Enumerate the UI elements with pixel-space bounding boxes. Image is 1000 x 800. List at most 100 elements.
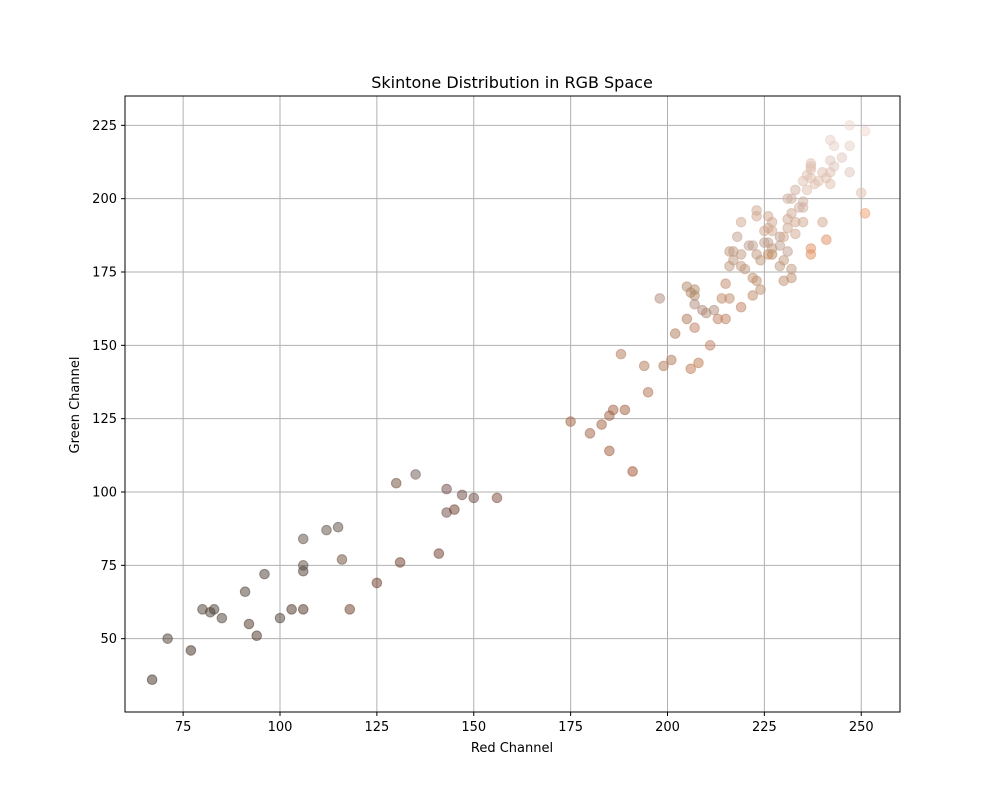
scatter-point xyxy=(786,208,797,219)
scatter-point xyxy=(251,630,263,642)
scatter-point xyxy=(259,568,270,580)
y-axis-ticks: 50 75 100 125 150 175 200 225 xyxy=(92,119,125,647)
scatter-point xyxy=(584,428,596,439)
scatter-point xyxy=(208,604,220,615)
scatter-point xyxy=(693,357,704,369)
y-tick-label: 150 xyxy=(92,339,117,354)
data-points xyxy=(146,120,871,686)
scatter-point xyxy=(755,254,766,266)
scatter-point xyxy=(332,521,344,533)
y-axis-label: Green Channel xyxy=(68,357,83,454)
x-tick-label: 200 xyxy=(655,720,680,735)
y-tick-label: 225 xyxy=(92,119,117,134)
scatter-point xyxy=(286,604,297,615)
x-tick-label: 125 xyxy=(364,720,389,735)
scatter-point xyxy=(735,301,747,313)
scatter-point xyxy=(747,240,759,251)
scatter-point xyxy=(724,293,735,304)
scatter-point xyxy=(627,466,638,477)
scatter-point xyxy=(797,216,809,228)
x-tick-label: 100 xyxy=(268,720,293,735)
x-tick-label: 225 xyxy=(752,720,777,735)
scatter-point xyxy=(821,234,832,246)
scatter-point xyxy=(801,184,813,196)
scatter-point xyxy=(321,524,332,536)
scatter-point xyxy=(747,290,759,301)
scatter-point xyxy=(755,284,766,295)
scatter-point xyxy=(344,604,356,615)
scatter-point xyxy=(297,533,309,545)
scatter-point xyxy=(786,193,797,204)
x-tick-label: 150 xyxy=(461,720,486,735)
scatter-point xyxy=(708,304,720,316)
scatter-point xyxy=(778,254,790,266)
x-tick-label: 175 xyxy=(558,720,583,735)
scatter-point xyxy=(596,419,607,430)
scatter-point xyxy=(491,492,503,504)
y-tick-label: 125 xyxy=(92,412,117,427)
scatter-point xyxy=(336,554,348,565)
scatter-point xyxy=(654,293,666,304)
scatter-point xyxy=(297,604,309,615)
scatter-point xyxy=(704,340,716,351)
scatter-point xyxy=(410,469,421,480)
scatter-point xyxy=(619,404,631,416)
scatter-point xyxy=(390,477,402,489)
scatter-point xyxy=(394,557,406,568)
y-tick-label: 100 xyxy=(92,486,117,501)
y-tick-label: 50 xyxy=(100,632,117,647)
scatter-point xyxy=(607,404,619,416)
scatter-point xyxy=(720,278,731,290)
scatter-point xyxy=(844,120,855,131)
scatter-point xyxy=(468,492,480,504)
plot-frame xyxy=(124,95,901,713)
scatter-point xyxy=(844,140,855,152)
scatter-point xyxy=(685,363,697,375)
scatter-point xyxy=(824,178,836,190)
scatter-point xyxy=(162,633,173,644)
scatter-point xyxy=(751,275,762,287)
scatter-point xyxy=(720,313,731,325)
scatter-point xyxy=(782,246,793,257)
scatter-point xyxy=(828,140,840,152)
scatter-point xyxy=(666,354,677,366)
scatter-point xyxy=(731,231,743,243)
scatter-point xyxy=(689,284,700,295)
scatter-point xyxy=(844,166,855,178)
x-axis-ticks: 75 100 125 150 175 200 225 250 xyxy=(175,712,874,735)
chart-title: Skintone Distribution in RGB Space xyxy=(371,73,653,92)
scatter-point xyxy=(243,618,255,630)
x-tick-label: 250 xyxy=(849,720,874,735)
scatter-point xyxy=(828,161,840,172)
scatter-point xyxy=(239,586,251,598)
scatter-point xyxy=(859,125,871,137)
scatter-point xyxy=(456,489,468,501)
scatter-point xyxy=(735,249,747,260)
scatter-point xyxy=(638,360,650,372)
scatter-point xyxy=(778,231,790,243)
scatter-point xyxy=(739,263,751,275)
scatter-point xyxy=(859,208,871,219)
scatter-point xyxy=(797,196,809,207)
scatter-point xyxy=(790,184,801,196)
scatter-point xyxy=(817,216,828,228)
scatter-point xyxy=(735,216,747,228)
scatter-point xyxy=(786,272,797,284)
scatter-point xyxy=(786,263,797,275)
scatter-point xyxy=(185,645,197,656)
scatter-point xyxy=(604,445,615,457)
x-tick-label: 75 xyxy=(175,720,192,735)
scatter-point xyxy=(449,504,460,515)
scatter-point xyxy=(274,612,286,624)
scatter-point xyxy=(146,674,158,686)
scatter-point xyxy=(565,416,576,427)
y-tick-label: 175 xyxy=(92,266,117,281)
scatter-point xyxy=(751,205,762,216)
scatter-point xyxy=(766,216,778,228)
scatter-point xyxy=(216,612,228,624)
scatter-point xyxy=(297,560,309,571)
scatter-point xyxy=(689,322,700,334)
x-axis-label: Red Channel xyxy=(471,741,553,756)
scatter-point xyxy=(669,328,681,339)
